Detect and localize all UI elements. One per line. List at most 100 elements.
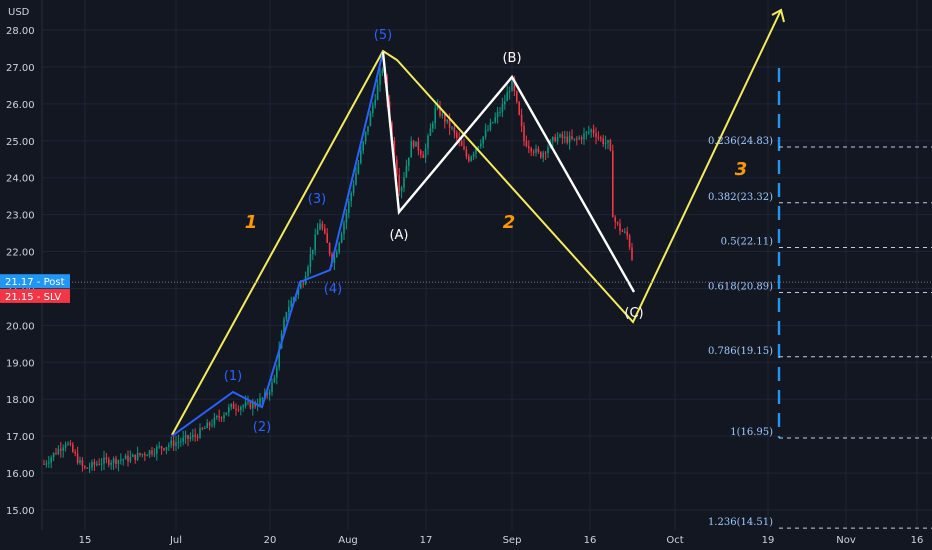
candle-body bbox=[213, 417, 216, 425]
candle-body bbox=[564, 136, 566, 139]
candle-body bbox=[619, 223, 621, 232]
candle-body bbox=[520, 114, 523, 127]
candle-body bbox=[590, 129, 592, 132]
candle-body bbox=[254, 403, 256, 407]
candle-body bbox=[489, 122, 492, 130]
candle-body bbox=[614, 217, 616, 223]
price-tick-label: 28.00 bbox=[6, 26, 35, 37]
wave-label: (2) bbox=[253, 420, 271, 435]
candle-body bbox=[393, 140, 396, 160]
candle-body bbox=[484, 130, 487, 137]
candle-body bbox=[290, 300, 292, 307]
candle-body bbox=[240, 407, 242, 410]
candle-body bbox=[182, 437, 184, 442]
candle-body bbox=[86, 467, 88, 469]
wave-label: 1 bbox=[245, 212, 258, 233]
candle-body bbox=[220, 417, 223, 419]
price-tag-box bbox=[0, 274, 70, 289]
time-axis-labels: 15 Jul 20 Aug 17 Sep 16 Oct 19 Nov 16 bbox=[79, 535, 924, 546]
time-tick-label: 15 bbox=[79, 535, 92, 546]
candle-body bbox=[367, 126, 369, 132]
candle-body bbox=[112, 458, 115, 463]
fib-levels: 0.236(24.83) 0.382(23.32) 0.5(22.11) 0.618(… bbox=[708, 68, 932, 529]
candle-body bbox=[436, 105, 439, 109]
candle-body bbox=[508, 91, 511, 93]
candle-body bbox=[535, 148, 537, 153]
candle-body bbox=[374, 99, 376, 106]
candle-body bbox=[115, 458, 117, 465]
candle-body bbox=[199, 428, 201, 438]
candle-body bbox=[52, 452, 55, 458]
wave-label: (A) bbox=[389, 228, 408, 243]
price-tag-label: 21.17 - Post bbox=[5, 277, 65, 288]
candle-body bbox=[360, 150, 362, 164]
candle-body bbox=[592, 129, 595, 134]
candle-body bbox=[376, 84, 379, 100]
fib-level-label: 1.236(14.51) bbox=[708, 517, 773, 528]
candle-body bbox=[48, 462, 50, 464]
candle-body bbox=[129, 456, 132, 462]
candle-body bbox=[81, 460, 84, 467]
candle-body bbox=[595, 133, 597, 138]
wave-label: (1) bbox=[224, 369, 242, 384]
candle-body bbox=[271, 382, 273, 392]
candle-body bbox=[412, 141, 415, 147]
candle-body bbox=[261, 397, 264, 399]
time-tick-label: 16 bbox=[911, 535, 924, 546]
candle-body bbox=[465, 149, 468, 157]
candle-body bbox=[105, 457, 108, 460]
candle-body bbox=[74, 451, 76, 454]
candle-body bbox=[612, 150, 614, 218]
candle-body bbox=[513, 77, 516, 92]
grid bbox=[42, 0, 932, 530]
candle-body bbox=[616, 222, 619, 224]
candle-body bbox=[67, 443, 69, 445]
candle-body bbox=[573, 138, 576, 140]
candle-body bbox=[307, 267, 309, 277]
candle-body bbox=[57, 448, 60, 454]
candle-body bbox=[492, 122, 494, 124]
blue-impulse-wave-line bbox=[171, 51, 384, 437]
fib-level-label: 0.382(23.32) bbox=[708, 192, 773, 203]
candle-body bbox=[400, 187, 403, 192]
price-tick-label: 25.00 bbox=[6, 137, 35, 148]
candle-body bbox=[355, 173, 357, 185]
candle-body bbox=[259, 398, 261, 406]
candle-body bbox=[232, 404, 235, 409]
candle-body bbox=[441, 113, 444, 116]
candle-body bbox=[72, 444, 74, 452]
candle-body bbox=[434, 108, 436, 124]
price-axis-labels: 15.0016.0017.0018.0019.0020.0021.0022.00… bbox=[6, 26, 35, 517]
candle-body bbox=[96, 463, 98, 465]
candle-body bbox=[285, 312, 288, 320]
candle-body bbox=[151, 450, 153, 454]
candle-body bbox=[336, 251, 338, 258]
candle-body bbox=[396, 159, 398, 176]
fib-level-label: 1(16.95) bbox=[730, 427, 773, 438]
candle-body bbox=[420, 150, 422, 155]
candle-body bbox=[518, 101, 520, 115]
candle-body bbox=[480, 143, 482, 147]
wave-labels: (1) (2) (3) (4) (5) (A) (B) (C) 1 2 3 bbox=[224, 28, 747, 435]
candle-body bbox=[417, 141, 420, 151]
candle-body bbox=[302, 283, 304, 285]
candle-body bbox=[451, 127, 453, 129]
candle-body bbox=[463, 145, 465, 150]
candle-body bbox=[93, 461, 96, 465]
candle-body bbox=[230, 404, 232, 408]
wave-label: (B) bbox=[502, 51, 521, 66]
candle-body bbox=[153, 453, 156, 455]
fib-level-label: 0.5(22.11) bbox=[721, 236, 773, 247]
candle-body bbox=[196, 436, 199, 438]
candle-body bbox=[357, 163, 360, 174]
candle-body bbox=[624, 231, 626, 233]
time-axis[interactable] bbox=[0, 530, 932, 550]
wave-label: (3) bbox=[308, 192, 326, 207]
candle-body bbox=[208, 422, 211, 426]
currency-label: USD bbox=[8, 7, 30, 18]
candle-body bbox=[108, 459, 110, 465]
candle-body bbox=[292, 297, 295, 301]
time-tick-label: Aug bbox=[338, 535, 358, 546]
price-tag-label: 21.15 - SLV bbox=[5, 292, 61, 303]
